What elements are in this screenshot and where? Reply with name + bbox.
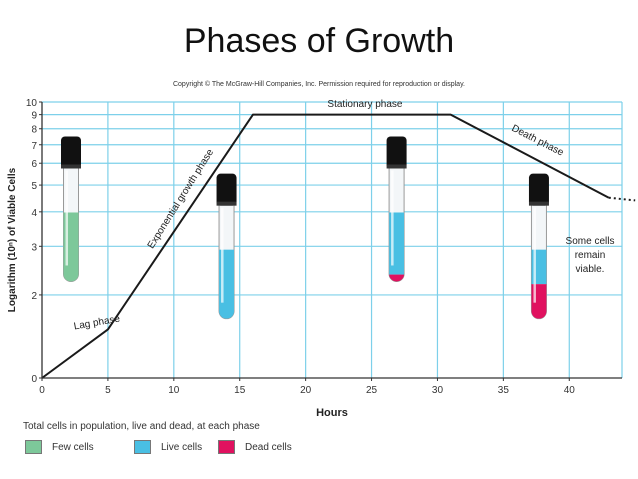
tube-cap	[216, 173, 237, 206]
slide-title: Phases of Growth	[183, 22, 455, 60]
tube-highlight	[221, 207, 224, 303]
tube-highlight	[65, 170, 68, 266]
tube-highlight	[391, 170, 394, 266]
y-tick-label: 3	[31, 242, 37, 253]
chart-axes	[39, 101, 622, 381]
legend-label-few-cells: Few cells	[52, 441, 94, 453]
y-tick-label: 0	[31, 374, 37, 385]
copyright-notice: Copyright © The McGraw-Hill Companies, I…	[172, 81, 465, 88]
x-tick-label: 30	[432, 385, 444, 396]
test-tube-4	[528, 173, 549, 320]
annotation-line: remain	[575, 250, 606, 261]
phase-label: Lag phase	[73, 313, 121, 332]
y-tick-label: 2	[31, 291, 37, 302]
growth-curve-line	[41, 113, 610, 379]
x-tick-label: 0	[39, 385, 45, 396]
y-axis-title: Logarithm (10ⁿ) of Viable Cells	[7, 167, 18, 312]
y-tick-label: 7	[31, 141, 37, 152]
legend-label-dead-cells: Dead cells	[245, 441, 292, 453]
x-axis-title: Hours	[316, 407, 348, 419]
tube-cap	[61, 136, 81, 169]
phase-label: Stationary phase	[327, 99, 402, 110]
x-tick-label: 5	[105, 385, 111, 396]
phase-label: Exponential growth phase	[146, 147, 217, 251]
y-tick-label: 6	[31, 159, 37, 170]
tube-cap-rim	[528, 201, 549, 206]
legend-label-live-cells: Live cells	[161, 441, 203, 453]
few-cells-swatch	[25, 440, 42, 454]
chart-grid	[42, 101, 623, 378]
x-tick-label: 20	[300, 385, 312, 396]
tube-cap-rim	[61, 164, 81, 169]
x-tick-label: 15	[234, 385, 246, 396]
test-tubes	[61, 136, 549, 320]
y-tick-label: 5	[31, 181, 37, 192]
y-tick-label: 8	[31, 125, 37, 136]
legend-title: Total cells in population, live and dead…	[23, 421, 260, 432]
tube-dead-fill	[389, 274, 405, 282]
chart-labels: 0 2 3 4 5 6 7 8 9 10 0 5 10 15 20 25 30 35 40 Hours Logarith…	[7, 98, 614, 419]
dead-cells-swatch	[218, 440, 235, 454]
growth-curve	[41, 113, 636, 379]
x-tick-label: 10	[168, 385, 180, 396]
x-tick-label: 40	[564, 385, 576, 396]
test-tube-1	[61, 136, 81, 282]
tube-cap-rim	[386, 164, 407, 169]
legend-item-dead-cells: Dead cells	[218, 440, 292, 454]
x-tick-label: 35	[498, 385, 510, 396]
test-tube-2	[216, 173, 237, 320]
annotation-line: viable.	[576, 264, 605, 275]
y-tick-label: 9	[31, 111, 37, 122]
legend-item-live-cells: Live cells	[134, 440, 202, 454]
y-tick-label: 4	[31, 208, 37, 219]
tube-cap	[528, 173, 549, 206]
test-tube-3	[386, 136, 407, 282]
legend-item-few-cells: Few cells	[25, 440, 94, 454]
tube-cap-rim	[216, 201, 237, 206]
live-cells-swatch	[134, 440, 151, 454]
annotation-line: Some cells	[566, 236, 615, 247]
tube-highlight	[533, 207, 536, 303]
x-tick-label: 25	[366, 385, 378, 396]
tube-cap	[386, 136, 407, 169]
y-tick-label: 10	[26, 98, 38, 109]
